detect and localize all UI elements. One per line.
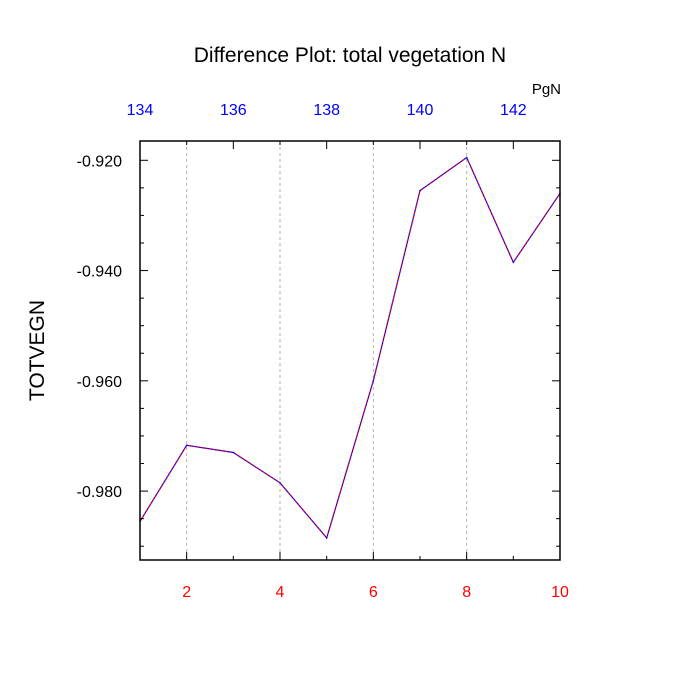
- series-layer: [139, 156, 561, 540]
- series-line-dash: [139, 156, 561, 540]
- left-tick-label: -0.980: [77, 484, 122, 501]
- bottom-tick-label: 10: [551, 584, 569, 601]
- bottom-tick-label: 2: [182, 584, 191, 601]
- left-tick-label: -0.920: [77, 153, 122, 170]
- top-tick-label: 136: [220, 102, 247, 119]
- data-point: [232, 451, 235, 454]
- data-point: [372, 380, 375, 382]
- top-tick-label: 140: [407, 102, 434, 119]
- chart-title: Difference Plot: total vegetation N: [194, 44, 506, 67]
- series-line: [139, 156, 561, 540]
- tick-layer: [139, 141, 561, 560]
- top-axis-unit: PgN: [532, 81, 561, 98]
- data-point: [279, 482, 281, 484]
- data-point: [185, 444, 188, 447]
- top-tick-label: 138: [313, 102, 340, 119]
- data-point: [512, 261, 515, 264]
- grid-layer: [186, 141, 468, 560]
- plot-frame: [139, 140, 561, 561]
- bottom-tick-label: 8: [462, 584, 471, 601]
- data-point: [419, 189, 421, 192]
- y-axis-label: TOTVEGN: [26, 300, 49, 401]
- left-tick-label: -0.960: [77, 374, 122, 391]
- bottom-tick-label: 4: [276, 584, 285, 601]
- left-tick-label: -0.940: [77, 264, 122, 281]
- top-tick-label: 134: [127, 102, 154, 119]
- top-tick-label: 142: [500, 102, 527, 119]
- bottom-tick-label: 6: [369, 584, 378, 601]
- tick-label-layer: 2 4 6 8 10 134 136 138 140 142 -0.920 -0.940 -0.960 -…: [77, 102, 569, 601]
- data-point: [465, 156, 468, 159]
- data-point: [325, 537, 328, 539]
